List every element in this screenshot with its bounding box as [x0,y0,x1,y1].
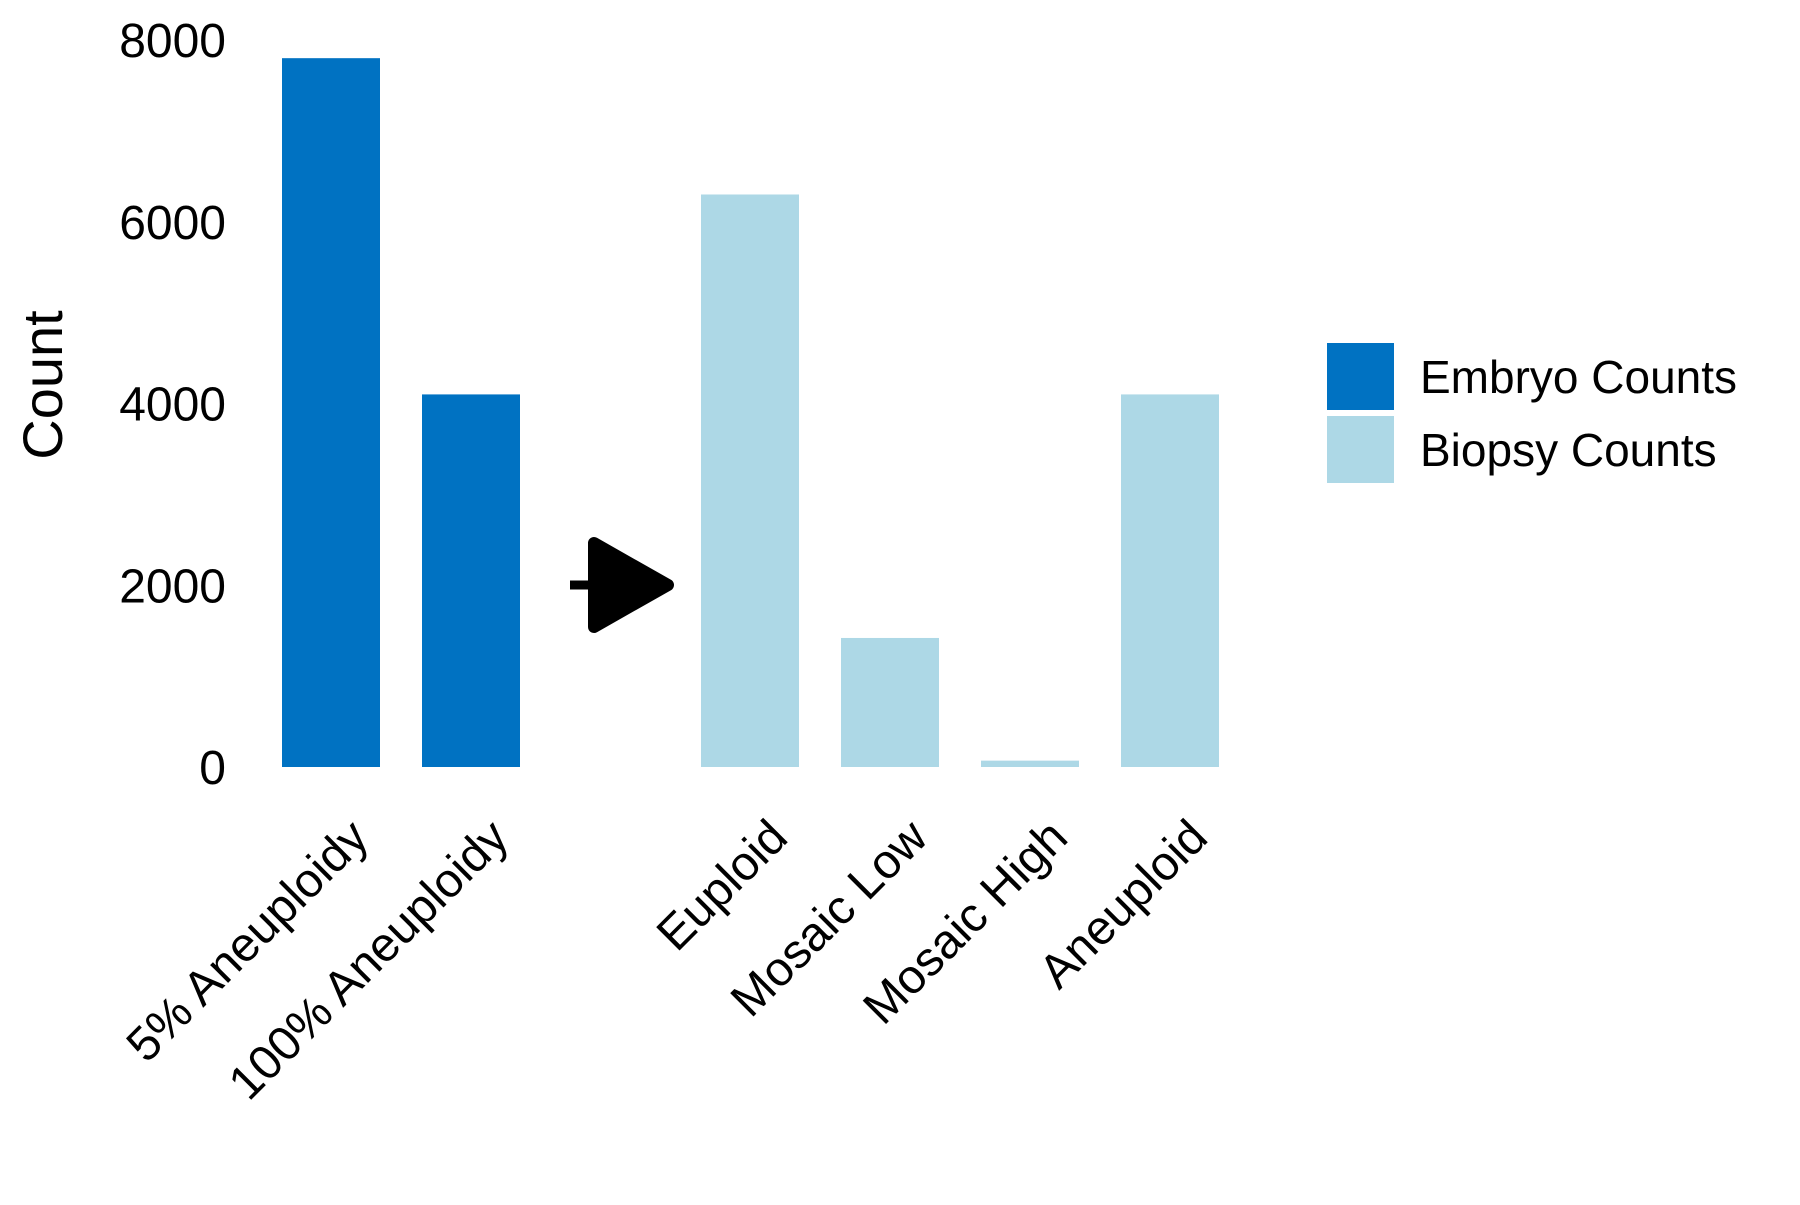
bar [422,394,520,767]
y-axis-ticks: 0 2000 4000 6000 8000 [119,15,226,795]
legend: Embryo Counts Biopsy Counts [1327,343,1737,483]
right-arrow-icon [570,537,674,633]
y-tick-label: 4000 [119,379,226,432]
x-category-label: 5% Aneuploidy [117,810,379,1072]
y-tick-label: 0 [199,742,226,795]
bar [841,637,939,767]
bar [1121,394,1219,767]
legend-swatch [1327,343,1394,410]
legend-label: Embryo Counts [1420,351,1737,403]
y-axis-title: Count [11,310,74,460]
y-tick-label: 2000 [119,560,226,613]
bar [701,194,799,768]
bar [282,58,380,768]
bar [981,760,1079,767]
y-tick-label: 8000 [119,15,226,68]
y-tick-label: 6000 [119,197,226,250]
bars [282,58,1219,768]
legend-swatch [1327,416,1394,483]
legend-label: Biopsy Counts [1420,424,1717,476]
